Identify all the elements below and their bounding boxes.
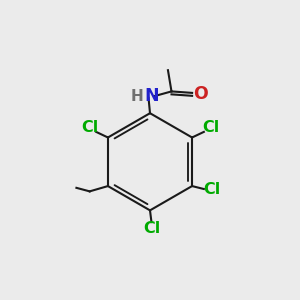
Text: Cl: Cl <box>203 182 220 196</box>
Text: O: O <box>193 85 208 103</box>
Text: Cl: Cl <box>143 220 160 236</box>
Text: Cl: Cl <box>202 120 219 135</box>
Text: H: H <box>131 88 144 104</box>
Text: N: N <box>144 87 159 105</box>
Text: Cl: Cl <box>81 120 98 135</box>
